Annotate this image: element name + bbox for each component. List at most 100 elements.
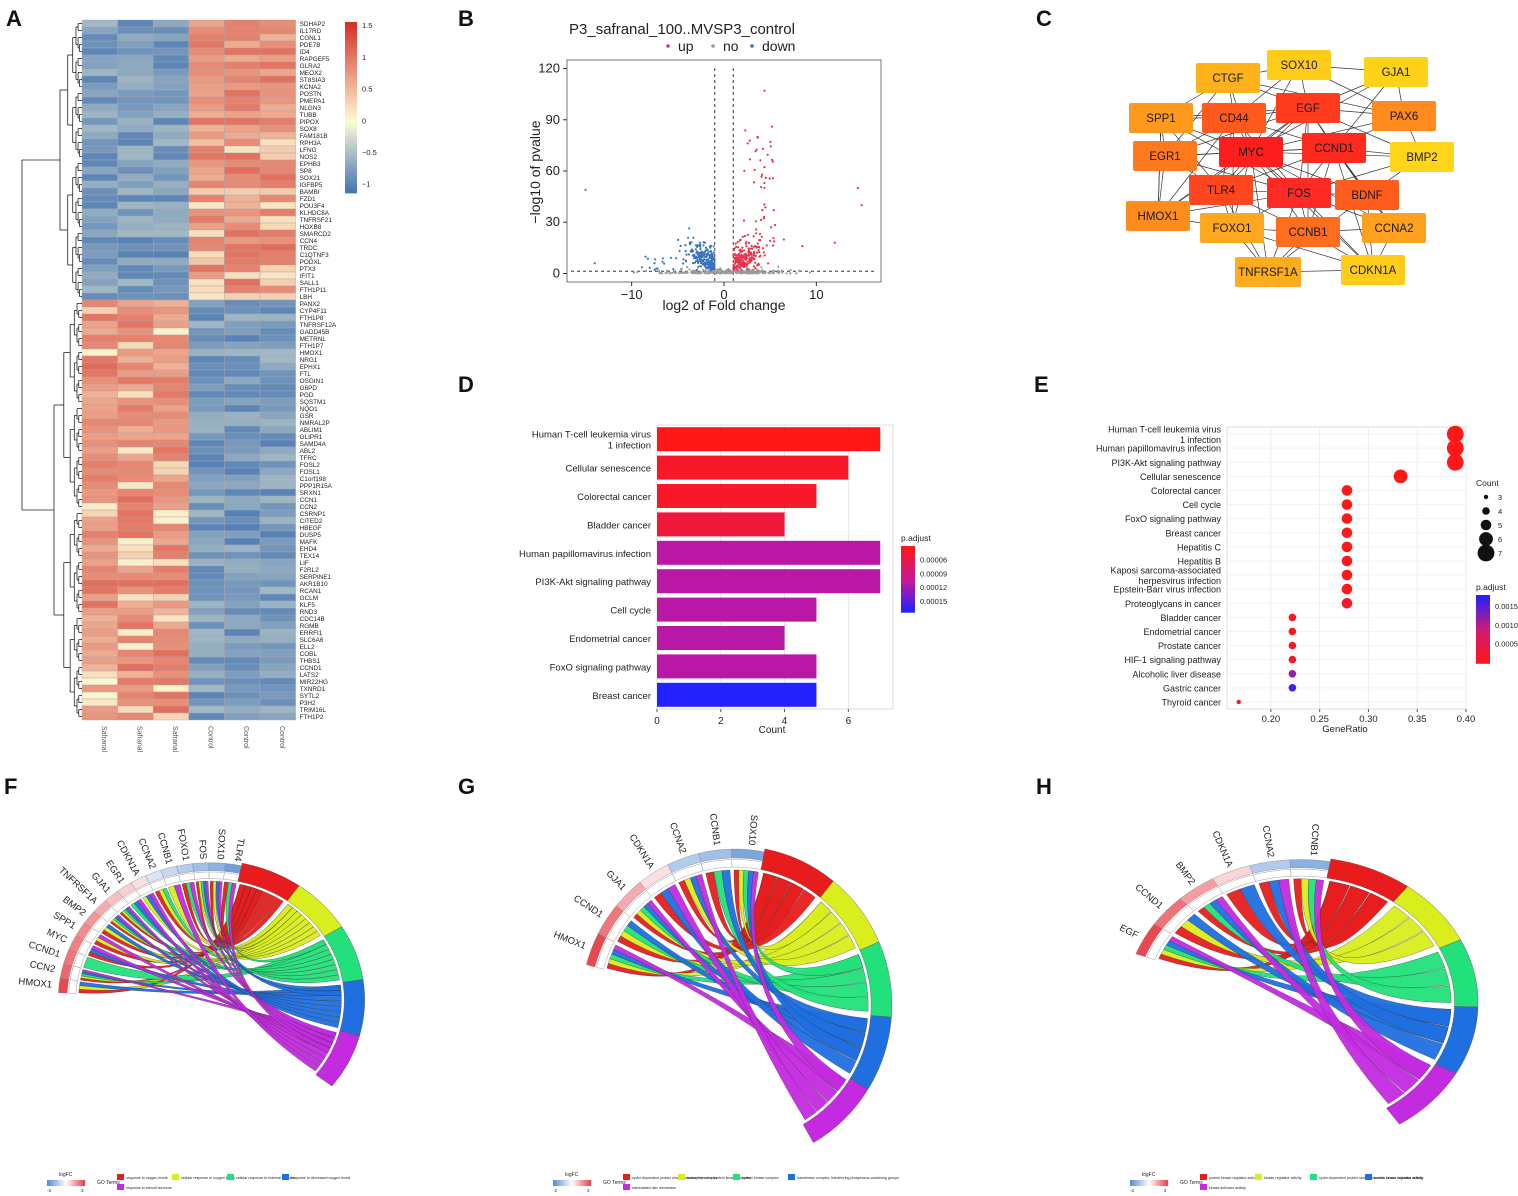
- heatmap-cell: [81, 320, 118, 329]
- volcano-point: [757, 269, 760, 272]
- volcano-point: [736, 261, 739, 264]
- heatmap-cell: [188, 558, 225, 567]
- heatmap-cell: [224, 383, 261, 392]
- heatmap-legend-swatch: [345, 24, 357, 29]
- heatmap-cell: [81, 236, 118, 245]
- volcano-point: [747, 254, 751, 257]
- network-node: [1219, 137, 1283, 167]
- chord-gene-label: HMOX1: [18, 976, 53, 991]
- heatmap-cell: [224, 313, 261, 322]
- heatmap-legend-swatch: [345, 84, 357, 88]
- heatmap-cell: [81, 341, 118, 350]
- heatmap-gene-label: CYP4F11: [300, 308, 328, 315]
- heatmap-legend-tick: 1: [362, 53, 366, 62]
- heatmap-cell: [117, 306, 154, 315]
- network-node-label: CCND1: [1314, 143, 1354, 155]
- heatmap-cell: [259, 446, 296, 455]
- chord-gene-logfc-arc: [58, 977, 69, 994]
- heatmap-legend-swatch: [345, 98, 357, 103]
- heatmap-cell: [188, 229, 225, 238]
- dotplot-category-label: Breast cancer: [1165, 528, 1221, 538]
- dotplot-dot: [1341, 499, 1353, 510]
- heatmap-cell: [224, 299, 261, 308]
- heatmap-cell: [81, 173, 118, 182]
- heatmap-cell: [224, 649, 261, 658]
- heatmap-cell: [188, 495, 225, 504]
- volcano-point: [735, 245, 738, 248]
- chord-logfc-swatch: [64, 1180, 67, 1186]
- barplot-legend-swatch: [901, 561, 915, 565]
- volcano-point: [747, 249, 751, 252]
- dotplot-color-legend-swatch: [1476, 631, 1490, 635]
- network-node-label: MYC: [1238, 147, 1264, 159]
- barplot-category-label: FoxO signaling pathway: [550, 662, 652, 673]
- heatmap-cell: [188, 117, 225, 126]
- chord-ribbon: [695, 874, 817, 1121]
- heatmap-cell: [224, 684, 261, 693]
- heatmap-cell: [259, 285, 296, 294]
- heatmap-cell: [188, 187, 225, 196]
- chord-logfc-swatch: [73, 1180, 76, 1186]
- heatmap-cell: [259, 502, 296, 511]
- heatmap-cell: [188, 656, 225, 665]
- heatmap-cell: [224, 425, 261, 434]
- chord-logfc-swatch: [47, 1180, 50, 1186]
- heatmap-cell: [152, 663, 189, 672]
- dotplot-color-legend-swatch: [1476, 640, 1490, 644]
- chord-term-label: cellular response to oxygen levels: [181, 1176, 235, 1180]
- heatmap-cell: [117, 208, 154, 217]
- dotplot-dot: [1341, 485, 1353, 496]
- barplot-legend-swatch: [901, 585, 915, 589]
- heatmap-cell: [224, 544, 261, 553]
- heatmap-cell: [188, 621, 225, 630]
- volcano-point: [696, 245, 699, 248]
- volcano-point: [700, 250, 703, 253]
- heatmap-cell: [152, 537, 189, 546]
- heatmap-cell: [259, 698, 296, 707]
- chord-logfc-swatch: [585, 1180, 588, 1186]
- heatmap-legend-swatch: [345, 76, 357, 80]
- heatmap-cell: [152, 635, 189, 644]
- heatmap-legend-swatch: [345, 144, 357, 148]
- chord-logfc-max: 2: [587, 1188, 590, 1193]
- heatmap-cell: [152, 138, 189, 147]
- barplot-bar: [657, 427, 881, 452]
- heatmap-cell: [259, 579, 296, 588]
- heatmap-cell: [117, 355, 154, 364]
- heatmap-gene-label: ABLIM1: [300, 427, 323, 434]
- volcano-point: [703, 252, 706, 255]
- chord-logfc-swatch: [575, 1180, 578, 1186]
- heatmap-cell: [259, 453, 296, 462]
- heatmap-cell: [188, 33, 225, 42]
- volcano-point: [677, 238, 680, 241]
- heatmap-gene-label: MEOX2: [300, 70, 323, 77]
- network-node: [1189, 175, 1253, 205]
- volcano-point: [772, 237, 775, 240]
- volcano-point: [758, 251, 761, 254]
- heatmap-cell: [117, 411, 154, 420]
- chord-term-label: protein kinase regulator activity: [1209, 1176, 1259, 1180]
- volcano-point: [702, 268, 705, 271]
- chord-term-label: cyclin-dependent protein kinase holoenzy…: [632, 1176, 718, 1180]
- volcano-point: [761, 209, 764, 212]
- heatmap-cell: [259, 257, 296, 266]
- volcano-legend-label: no: [723, 38, 739, 54]
- heatmap-cell: [81, 194, 118, 203]
- volcano-point: [688, 241, 692, 244]
- heatmap-gene-label: KLHDC8A: [300, 210, 330, 217]
- barplot-legend-swatch: [901, 550, 915, 554]
- volcano-point: [761, 269, 764, 272]
- heatmap-gene-label: POU3F4: [300, 203, 325, 210]
- volcano-point: [734, 242, 737, 245]
- network-edge: [1250, 151, 1374, 271]
- network-node: [1302, 133, 1366, 163]
- heatmap-gene-label: AKR1B10: [300, 581, 329, 588]
- heatmap-gene-label: FTH1P2: [300, 714, 324, 721]
- volcano-point: [665, 269, 669, 272]
- chord-term-label: kinase activator activity: [1209, 1186, 1246, 1190]
- heatmap-cell: [152, 425, 189, 434]
- volcano-point: [741, 235, 744, 238]
- volcano-y-tick-label: 90: [546, 112, 560, 127]
- volcano-point: [740, 265, 743, 268]
- heatmap-cell: [152, 271, 189, 280]
